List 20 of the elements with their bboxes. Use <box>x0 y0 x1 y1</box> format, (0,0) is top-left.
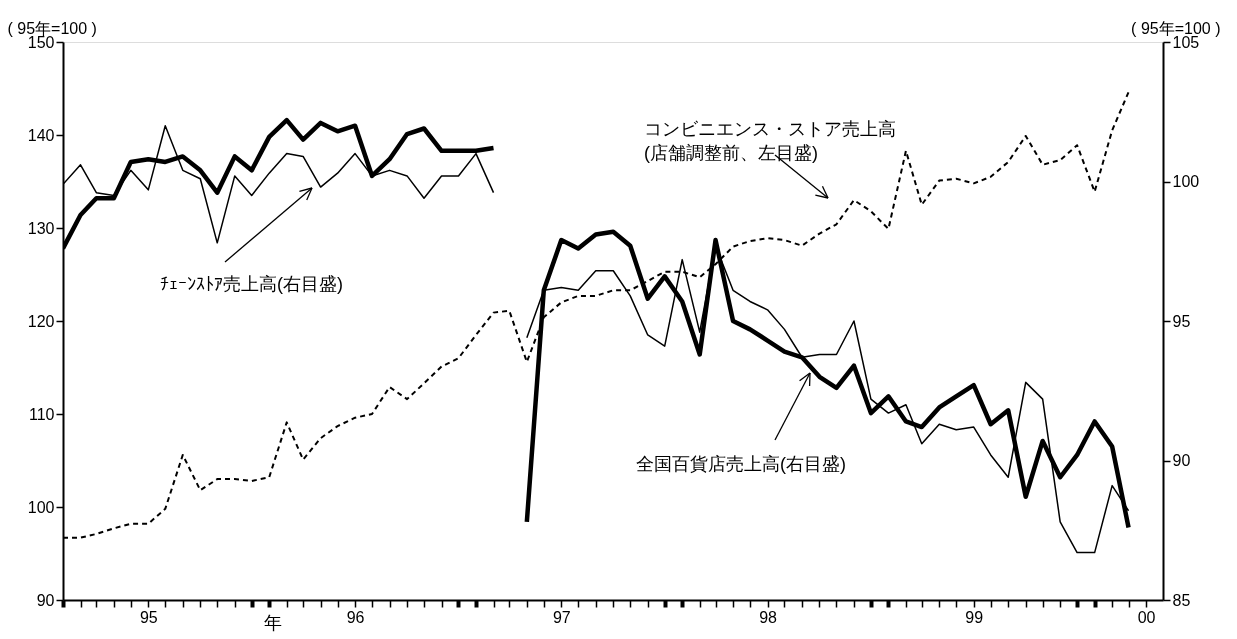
x-tick-label: 95 <box>139 608 158 626</box>
x-tick-label: 96 <box>346 608 365 626</box>
x-tick-label: 97 <box>552 608 571 626</box>
y-tick-label: 140 <box>27 126 55 144</box>
y2-tick-label: 100 <box>1172 173 1200 190</box>
y-tick-label: 90 <box>36 591 55 609</box>
y2-tick-label: 90 <box>1172 452 1191 469</box>
x-tick-label: 99 <box>965 608 984 626</box>
y2-tick-label: 85 <box>1172 591 1191 609</box>
x-tick-label: 00 <box>1137 608 1156 626</box>
x-axis-title: 年 <box>263 612 282 633</box>
y-tick-label: 100 <box>27 498 55 516</box>
x-tick-label: 98 <box>759 608 778 626</box>
series-label: コンビニエンス・ストア売上高 (店舗調整前、左目盛) <box>644 119 896 163</box>
y-tick-label: 130 <box>27 219 55 237</box>
text: ﾁｪｰﾝｽﾄｱ売上高(右目盛) <box>160 274 343 294</box>
y-tick-label: 120 <box>27 312 55 330</box>
text: 全国百貨店売上高(右目盛) <box>636 454 846 474</box>
y2-tick-label: 95 <box>1172 312 1191 330</box>
y-tick-label: 110 <box>28 405 55 423</box>
